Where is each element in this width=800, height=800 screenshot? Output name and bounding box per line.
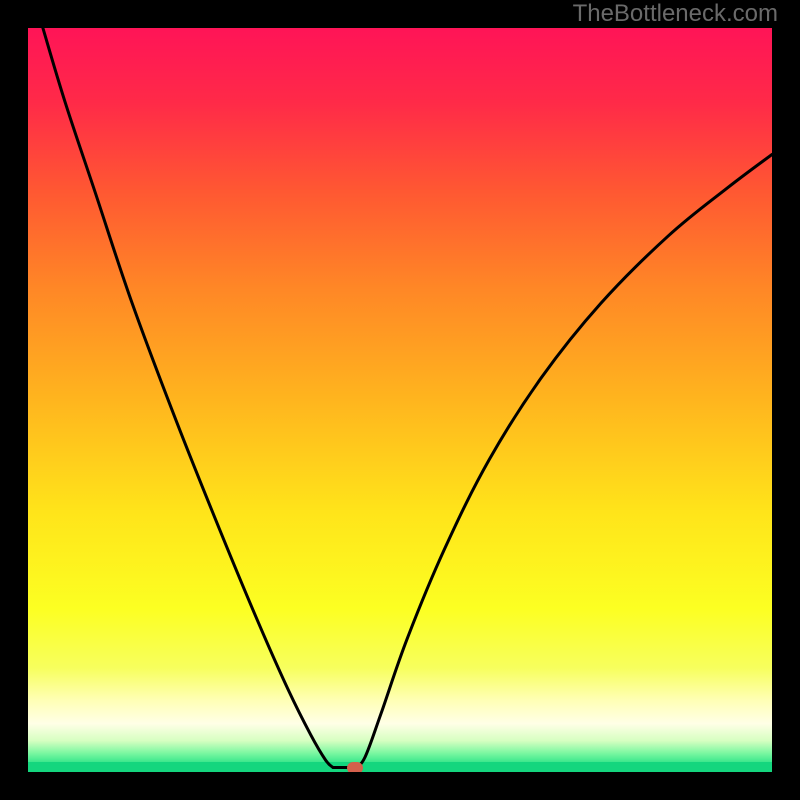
curve-layer <box>28 28 772 772</box>
bottleneck-curve <box>43 28 772 768</box>
minimum-marker <box>347 762 363 772</box>
watermark-text: TheBottleneck.com <box>573 0 778 28</box>
plot-area <box>28 28 772 772</box>
